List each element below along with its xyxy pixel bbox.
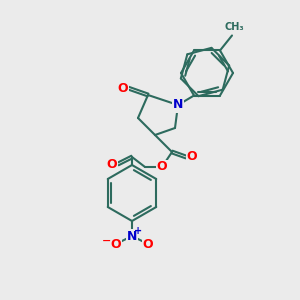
Text: O: O (157, 160, 167, 173)
Text: CH₃: CH₃ (224, 22, 244, 32)
Text: N: N (173, 98, 183, 112)
Text: O: O (187, 151, 197, 164)
Text: −: − (102, 236, 112, 246)
Text: +: + (134, 226, 142, 236)
Text: O: O (118, 82, 128, 94)
Text: O: O (107, 158, 117, 170)
Text: N: N (127, 230, 137, 242)
Text: O: O (143, 238, 153, 251)
Text: O: O (111, 238, 121, 251)
